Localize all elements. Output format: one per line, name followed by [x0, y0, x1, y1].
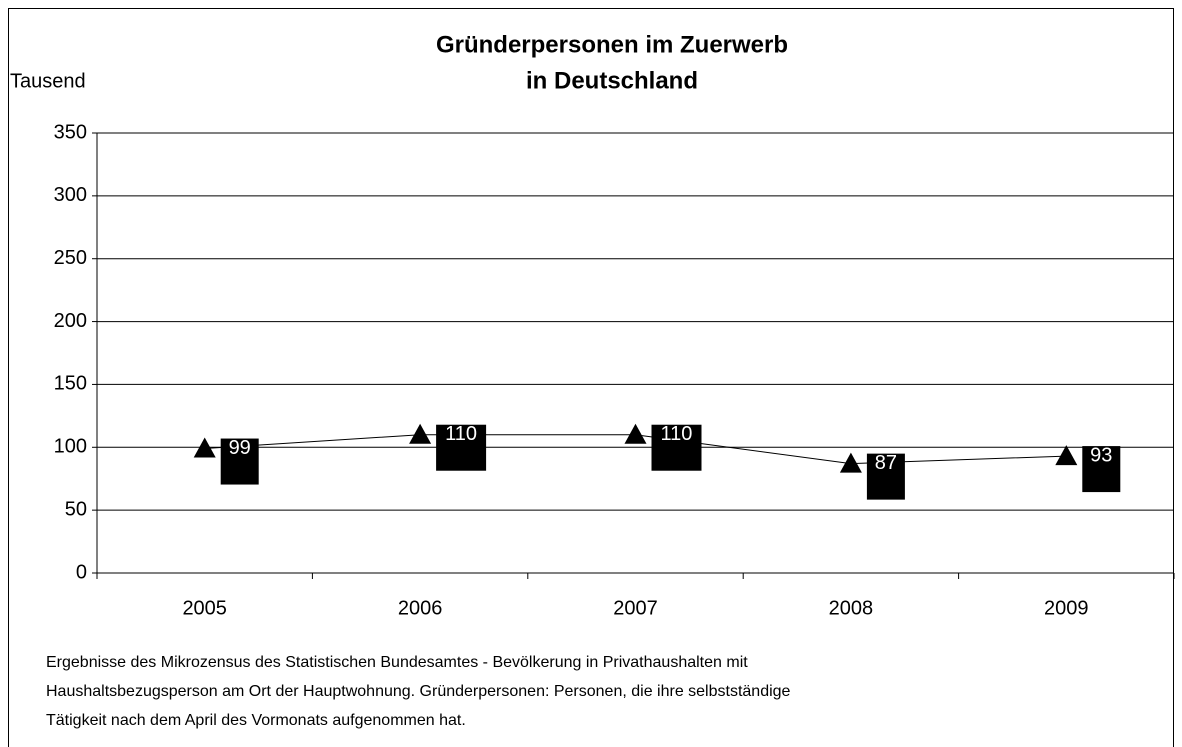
footnote: Tätigkeit nach dem April des Vormonats a… — [46, 712, 466, 729]
data-label: 110 — [445, 423, 477, 445]
marker — [409, 423, 432, 444]
data-label: 99 — [229, 437, 251, 459]
x-tick-label: 2009 — [1044, 597, 1089, 619]
y-tick-label: 0 — [76, 561, 87, 583]
marker — [839, 452, 862, 473]
x-tick-label: 2006 — [398, 597, 443, 619]
chart-border — [8, 8, 1174, 747]
data-label-box — [436, 424, 487, 471]
footnote: Haushaltsbezugsperson am Ort der Hauptwo… — [46, 683, 791, 700]
data-label: 110 — [661, 423, 693, 445]
x-tick-label: 2008 — [829, 597, 874, 619]
marker — [624, 423, 647, 444]
data-label-box — [651, 424, 702, 471]
y-tick-label: 50 — [65, 498, 87, 520]
y-tick-label: 100 — [54, 436, 87, 458]
marker — [1055, 445, 1078, 466]
data-label: 93 — [1090, 444, 1112, 466]
data-label: 87 — [875, 452, 897, 474]
data-label-box — [866, 453, 905, 500]
chart-title: in Deutschland — [526, 67, 698, 94]
x-tick-label: 2007 — [613, 597, 658, 619]
x-tick-label: 2005 — [182, 597, 227, 619]
y-tick-label: 250 — [54, 247, 87, 269]
y-axis-label: Tausend — [10, 70, 86, 92]
y-tick-label: 200 — [54, 310, 87, 332]
y-tick-label: 150 — [54, 373, 87, 395]
marker — [193, 437, 216, 458]
y-tick-label: 300 — [54, 184, 87, 206]
data-label-box — [220, 438, 259, 485]
y-tick-label: 350 — [54, 121, 87, 143]
chart-title: Gründerpersonen im Zuerwerb — [436, 31, 788, 58]
footnote: Ergebnisse des Mikrozensus des Statistis… — [46, 654, 748, 671]
data-label-box — [1082, 446, 1121, 493]
